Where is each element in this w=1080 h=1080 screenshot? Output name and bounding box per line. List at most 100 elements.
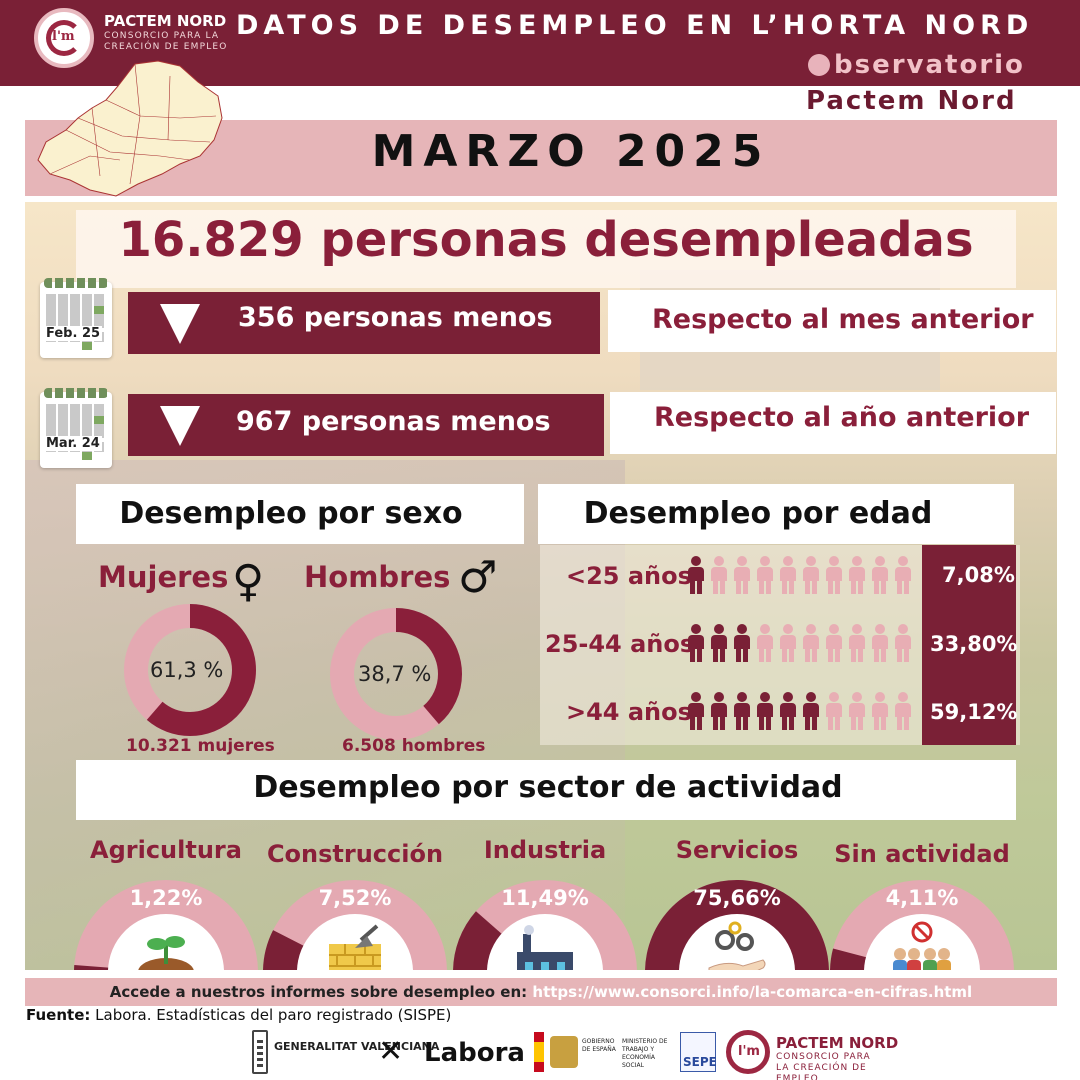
generalitat-shield-icon <box>252 1030 268 1074</box>
plant-icon <box>138 936 194 970</box>
sector-percent: 1,22% <box>129 886 203 910</box>
yearly-reference-box: Respecto al año anterior <box>610 392 1056 454</box>
women-percent: 61,3 % <box>150 658 224 682</box>
men-donut <box>330 608 462 740</box>
reports-link[interactable]: https://www.consorci.info/la-comarca-en-… <box>532 983 973 1001</box>
age-percent-column <box>922 545 1016 745</box>
person-icon <box>732 556 752 594</box>
observatory-logo-icon <box>808 54 830 76</box>
sepe-logo: SEPE <box>680 1032 717 1072</box>
labora-logo-text: Labora <box>424 1038 525 1068</box>
spain-coat-of-arms-icon <box>550 1036 578 1068</box>
total-box <box>76 210 1016 288</box>
sector-section-heading: Desempleo por sector de actividad <box>76 760 1016 820</box>
sector-label: Construcción <box>266 840 444 868</box>
age-group-percent: 33,80% <box>930 632 1018 656</box>
pactem-footer-sub: CONSORCIO PARA LA CREACIÓN DE EMPLEO <box>776 1052 871 1080</box>
men-percent: 38,7 % <box>358 662 432 686</box>
person-icon <box>893 692 913 730</box>
person-icon <box>778 556 798 594</box>
age-group-percent: 7,08% <box>942 563 1015 587</box>
person-icon <box>870 692 890 730</box>
pactem-logo-icon: l'm <box>34 8 94 68</box>
person-icon <box>732 692 752 730</box>
sector-gauge-hole <box>487 914 603 970</box>
sex-section-title: Desempleo por sexo <box>119 496 463 531</box>
women-donut-arc <box>124 604 256 736</box>
source-text: Labora. Estadísticas del paro registrado… <box>90 1006 452 1024</box>
male-symbol-icon: ♂ <box>458 552 498 603</box>
person-icon <box>755 624 775 662</box>
person-icon <box>801 624 821 662</box>
age-group-label: >44 años <box>566 698 692 726</box>
observatory-title-text: bservatorio <box>834 50 1025 80</box>
female-symbol-icon: ♀ <box>232 556 265 607</box>
region-map-icon <box>37 60 223 197</box>
person-icon <box>801 692 821 730</box>
sector-percent: 7,52% <box>318 886 392 910</box>
calendar-icon: Feb. 25 <box>40 278 112 358</box>
monthly-reference-box: Respecto al mes anterior <box>608 290 1056 352</box>
observatory-title: bservatorio <box>808 50 1025 80</box>
sector-label: Sin actividad <box>834 840 1010 868</box>
person-icon <box>755 556 775 594</box>
sector-gauges: Agricultura 1,22% Construcción 7,52% Industr… <box>0 836 1080 972</box>
person-icon <box>686 692 706 730</box>
bricks-trowel-icon <box>329 924 381 970</box>
person-icon <box>893 556 913 594</box>
sector-gauge <box>645 880 829 970</box>
age-pictogram <box>686 556 918 736</box>
person-icon <box>755 692 775 730</box>
person-icon <box>686 624 706 662</box>
sector-percent: 75,66% <box>693 886 781 910</box>
person-icon <box>709 624 729 662</box>
person-icon <box>893 624 913 662</box>
page-title: DATOS DE DESEMPLEO EN L’HORTA NORD <box>236 10 1034 41</box>
monthly-change-bar: 356 personas menos <box>128 292 600 354</box>
sector-gauge <box>453 880 637 970</box>
person-icon <box>824 692 844 730</box>
pactem-footer-logo-icon: l'm <box>726 1030 770 1074</box>
factory-icon <box>517 925 573 970</box>
women-count: 10.321 mujeres <box>126 736 275 756</box>
sector-label: Agricultura <box>90 836 242 864</box>
person-icon <box>847 556 867 594</box>
person-icon <box>824 624 844 662</box>
down-arrow-icon <box>160 406 200 446</box>
person-icon <box>847 692 867 730</box>
yearly-reference-text: Respecto al año anterior <box>654 402 1030 433</box>
age-group-label: <25 años <box>566 562 692 590</box>
sector-gauge <box>830 880 1014 970</box>
sector-gauge <box>263 880 447 970</box>
men-count: 6.508 hombres <box>342 736 486 756</box>
reports-link-line: Accede a nuestros informes sobre desempl… <box>25 983 1057 1001</box>
gobierno-logo-text: GOBIERNO DE ESPAÑA <box>582 1038 616 1053</box>
brand-name: PACTEM NORD <box>104 12 227 30</box>
source-label: Fuente: <box>26 1006 91 1024</box>
spain-flag-icon <box>534 1032 544 1072</box>
source-note: Fuente: Labora. Estadísticas del paro re… <box>26 1006 451 1024</box>
link-prefix: Accede a nuestros informes sobre desempl… <box>109 983 533 1001</box>
person-icon <box>709 692 729 730</box>
down-arrow-icon <box>160 304 200 344</box>
person-icon <box>732 624 752 662</box>
yearly-change-text: 967 personas menos <box>236 406 551 437</box>
sex-section-heading: Desempleo por sexo <box>76 484 524 544</box>
men-label: Hombres <box>304 560 451 594</box>
monthly-change-text: 356 personas menos <box>238 302 553 333</box>
person-icon <box>686 556 706 594</box>
sepe-logo-text: SEPE <box>683 1055 717 1069</box>
observatory-subtitle: Pactem Nord <box>806 86 1017 116</box>
brand-subtitle: CONSORCIO PARA LA CREACIÓN DE EMPLEO <box>104 31 228 52</box>
person-icon <box>778 624 798 662</box>
people-no-sign-icon <box>893 921 951 970</box>
age-section-title: Desempleo por edad <box>583 496 933 531</box>
sector-gauge <box>74 880 258 970</box>
age-section-heading: Desempleo por edad <box>538 484 1014 544</box>
total-unemployed: 16.829 personas desempleadas <box>118 212 974 268</box>
month-title: MARZO 2025 <box>371 126 771 177</box>
pactem-footer-name: PACTEM NORD <box>776 1034 899 1052</box>
calendar-label: Feb. 25 <box>44 326 103 341</box>
calendar-icon: Mar. 24 <box>40 388 112 468</box>
person-icon <box>870 556 890 594</box>
